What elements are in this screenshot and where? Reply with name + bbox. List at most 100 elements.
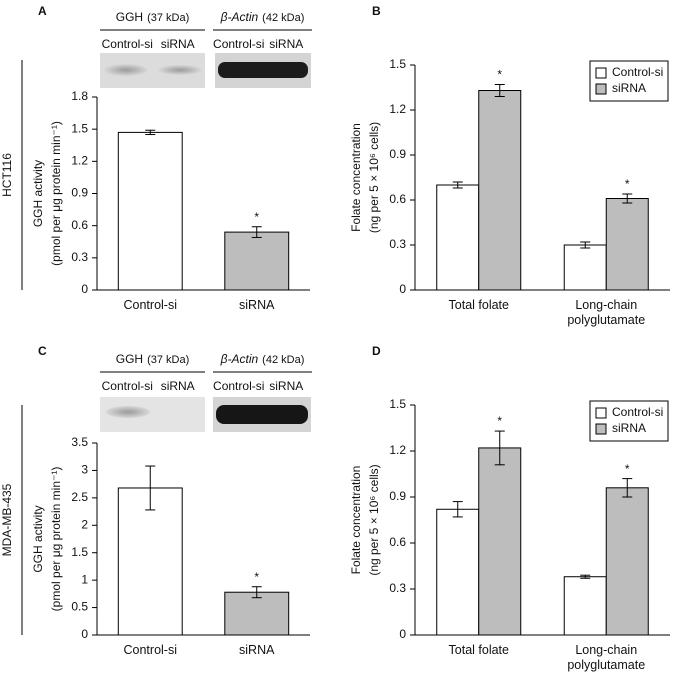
bar: [478, 90, 522, 291]
y-tick-label: 1.2: [389, 102, 406, 116]
legend-label: siRNA: [612, 81, 646, 95]
panel-letter: D: [372, 344, 381, 358]
y-tick-label: 0.9: [389, 147, 406, 161]
y-tick-label: 3: [81, 463, 88, 477]
y-tick-label: 1.5: [71, 545, 88, 559]
y-axis-label: Folate concentration: [349, 123, 363, 232]
blot-title: GGH (37 kDa): [116, 10, 190, 24]
bar: [436, 184, 480, 291]
blot-band: [218, 62, 308, 78]
cell-line-label: HCT116: [0, 153, 14, 197]
blot-protein: β-Actin: [220, 352, 259, 366]
lane-label: siRNA: [161, 379, 195, 393]
panel-letter: B: [372, 4, 381, 18]
x-tick-label: Control-si: [123, 643, 178, 657]
significance-mark: *: [254, 570, 259, 584]
y-tick-label: 0: [399, 627, 406, 641]
x-tick-label: Control-si: [123, 298, 178, 312]
bar: [563, 576, 607, 636]
blot-protein: GGH: [116, 352, 143, 366]
lane-label: siRNA: [269, 37, 303, 51]
y-tick-label: 0: [399, 282, 406, 296]
blot-band: [158, 65, 202, 75]
y-tick-label: 1: [81, 572, 88, 586]
y-tick-label: 0.3: [71, 250, 88, 264]
blot-band: [216, 405, 308, 424]
bar: [224, 231, 290, 291]
x-tick-label: Long-chain polyglutamate: [567, 643, 646, 672]
y-tick-label: 1.8: [71, 89, 88, 103]
y-tick-label: 0: [81, 627, 88, 641]
blot-size: (37 kDa): [147, 354, 189, 366]
y-axis-label: (pmol per μg protein min⁻¹): [49, 121, 63, 266]
y-tick-label: 1.5: [389, 397, 406, 411]
bar: [478, 447, 522, 636]
panel-letter: C: [38, 344, 47, 358]
legend-swatch: [595, 67, 607, 79]
legend-swatch: [595, 83, 607, 95]
y-axis-label: GGH activity: [31, 505, 45, 572]
x-tick-label: siRNA: [239, 298, 275, 312]
bar: [436, 508, 480, 636]
blot-protein: β-Actin: [220, 10, 259, 24]
y-axis-label: GGH activity: [31, 160, 45, 227]
y-tick-label: 0: [81, 282, 88, 296]
blot-size: (42 kDa): [262, 354, 304, 366]
y-tick-label: 0.6: [389, 535, 406, 549]
x-tick-label: Long-chain polyglutamate: [567, 298, 646, 327]
legend-swatch: [595, 423, 607, 435]
bar: [605, 198, 649, 291]
y-tick-label: 0.3: [389, 581, 406, 595]
blot-size: (37 kDa): [147, 12, 189, 24]
y-axis-label: Folate concentration: [349, 466, 363, 575]
x-tick-label: siRNA: [239, 643, 275, 657]
blot-protein: GGH: [116, 10, 143, 24]
panel-letter: A: [38, 4, 47, 18]
y-axis-label: (ng per 5 × 10⁶ cells): [367, 122, 381, 233]
lane-label: Control-si: [102, 379, 153, 393]
lane-label: Control-si: [213, 37, 264, 51]
blot-band: [104, 64, 148, 76]
blot-band: [106, 406, 150, 418]
significance-mark: *: [625, 462, 630, 476]
x-tick-label: Total folate: [448, 298, 509, 312]
legend-label: siRNA: [612, 421, 646, 435]
significance-mark: *: [497, 68, 502, 82]
y-tick-label: 0.5: [71, 600, 88, 614]
y-tick-label: 1.2: [71, 154, 88, 168]
x-tick-label: Total folate: [448, 643, 509, 657]
bar: [117, 131, 183, 291]
y-tick-label: 1.5: [71, 121, 88, 135]
significance-mark: *: [497, 414, 502, 428]
bar: [605, 487, 649, 636]
y-tick-label: 0.3: [389, 237, 406, 251]
y-tick-label: 0.9: [71, 186, 88, 200]
y-axis-label: (ng per 5 × 10⁶ cells): [367, 464, 381, 575]
y-tick-label: 0.6: [389, 192, 406, 206]
blot-size: (42 kDa): [262, 12, 304, 24]
blot-title: β-Actin (42 kDa): [220, 10, 305, 24]
legend-swatch: [595, 407, 607, 419]
y-tick-label: 1.5: [389, 57, 406, 71]
lane-label: Control-si: [102, 37, 153, 51]
lane-label: siRNA: [269, 379, 303, 393]
bar: [563, 244, 607, 291]
cell-line-label: MDA-MB-435: [0, 483, 14, 556]
blot-title: GGH (37 kDa): [116, 352, 190, 366]
y-tick-label: 0.9: [389, 489, 406, 503]
y-tick-label: 2: [81, 517, 88, 531]
legend-label: Control-si: [612, 65, 663, 79]
y-tick-label: 0.6: [71, 218, 88, 232]
y-tick-label: 2.5: [71, 490, 88, 504]
significance-mark: *: [625, 177, 630, 191]
y-tick-label: 1.2: [389, 443, 406, 457]
y-axis-label: (pmol per μg protein min⁻¹): [49, 467, 63, 612]
lane-label: Control-si: [213, 379, 264, 393]
y-tick-label: 3.5: [71, 435, 88, 449]
significance-mark: *: [254, 210, 259, 224]
legend-label: Control-si: [612, 405, 663, 419]
blot-title: β-Actin (42 kDa): [220, 352, 305, 366]
lane-label: siRNA: [161, 37, 195, 51]
